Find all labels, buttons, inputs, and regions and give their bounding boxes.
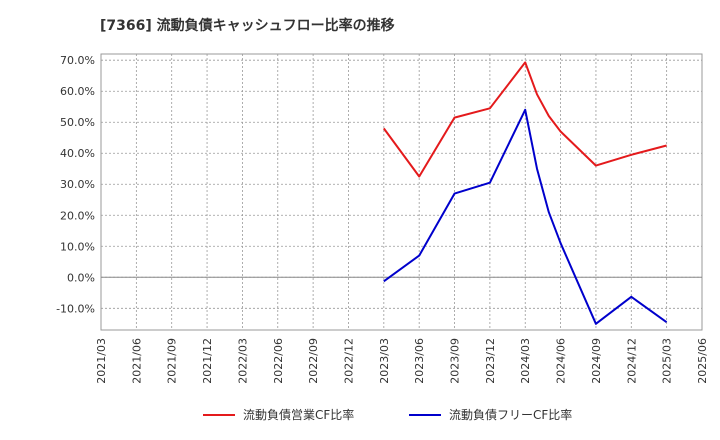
x-tick-label: 2022/06 bbox=[272, 338, 285, 384]
x-tick-label: 2023/06 bbox=[413, 338, 426, 384]
y-tick-label: 70.0% bbox=[60, 54, 95, 67]
legend: 流動負債営業CF比率 流動負債フリーCF比率 bbox=[203, 407, 572, 422]
legend-label-1: 流動負債フリーCF比率 bbox=[449, 407, 572, 422]
y-tick-label: -10.0% bbox=[56, 302, 95, 315]
y-tick-label: 50.0% bbox=[60, 116, 95, 129]
y-axis-ticks: -10.0% 0.0% 10.0% 20.0% 30.0% 40.0% 50.0% 60.0%… bbox=[56, 54, 95, 315]
series-line-0 bbox=[382, 61, 667, 178]
x-axis-ticks: 2021/03 2021/06 2021/09 2021/12 2022/03 2022/… bbox=[95, 338, 709, 384]
x-tick-label: 2023/12 bbox=[484, 338, 497, 384]
chart-title: [7366] 流動負債キャッシュフロー比率の推移 bbox=[100, 17, 395, 34]
x-tick-label: 2022/03 bbox=[236, 338, 249, 384]
x-tick-label: 2024/12 bbox=[625, 338, 638, 384]
plot-area bbox=[100, 53, 703, 331]
x-tick-label: 2023/03 bbox=[378, 338, 391, 384]
x-tick-label: 2021/09 bbox=[166, 338, 179, 384]
x-tick-label: 2021/12 bbox=[201, 338, 214, 384]
y-tick-label: 40.0% bbox=[60, 147, 95, 160]
series-lines bbox=[382, 61, 668, 325]
series-line-1 bbox=[383, 108, 668, 325]
y-tick-label: 20.0% bbox=[60, 209, 95, 222]
x-tick-label: 2024/09 bbox=[590, 338, 603, 384]
x-tick-label: 2023/09 bbox=[449, 338, 462, 384]
y-tick-label: 0.0% bbox=[67, 271, 95, 284]
x-tick-label: 2025/06 bbox=[696, 338, 709, 384]
x-tick-label: 2024/06 bbox=[555, 338, 568, 384]
y-tick-label: 60.0% bbox=[60, 85, 95, 98]
x-tick-label: 2021/03 bbox=[95, 338, 108, 384]
x-tick-label: 2024/03 bbox=[519, 338, 532, 384]
x-tick-label: 2022/09 bbox=[307, 338, 320, 384]
x-tick-label: 2021/06 bbox=[130, 338, 143, 384]
x-tick-label: 2022/12 bbox=[342, 338, 355, 384]
y-tick-label: 10.0% bbox=[60, 240, 95, 253]
y-tick-label: 30.0% bbox=[60, 178, 95, 191]
x-tick-label: 2025/03 bbox=[661, 338, 674, 384]
legend-label-0: 流動負債営業CF比率 bbox=[243, 407, 354, 422]
